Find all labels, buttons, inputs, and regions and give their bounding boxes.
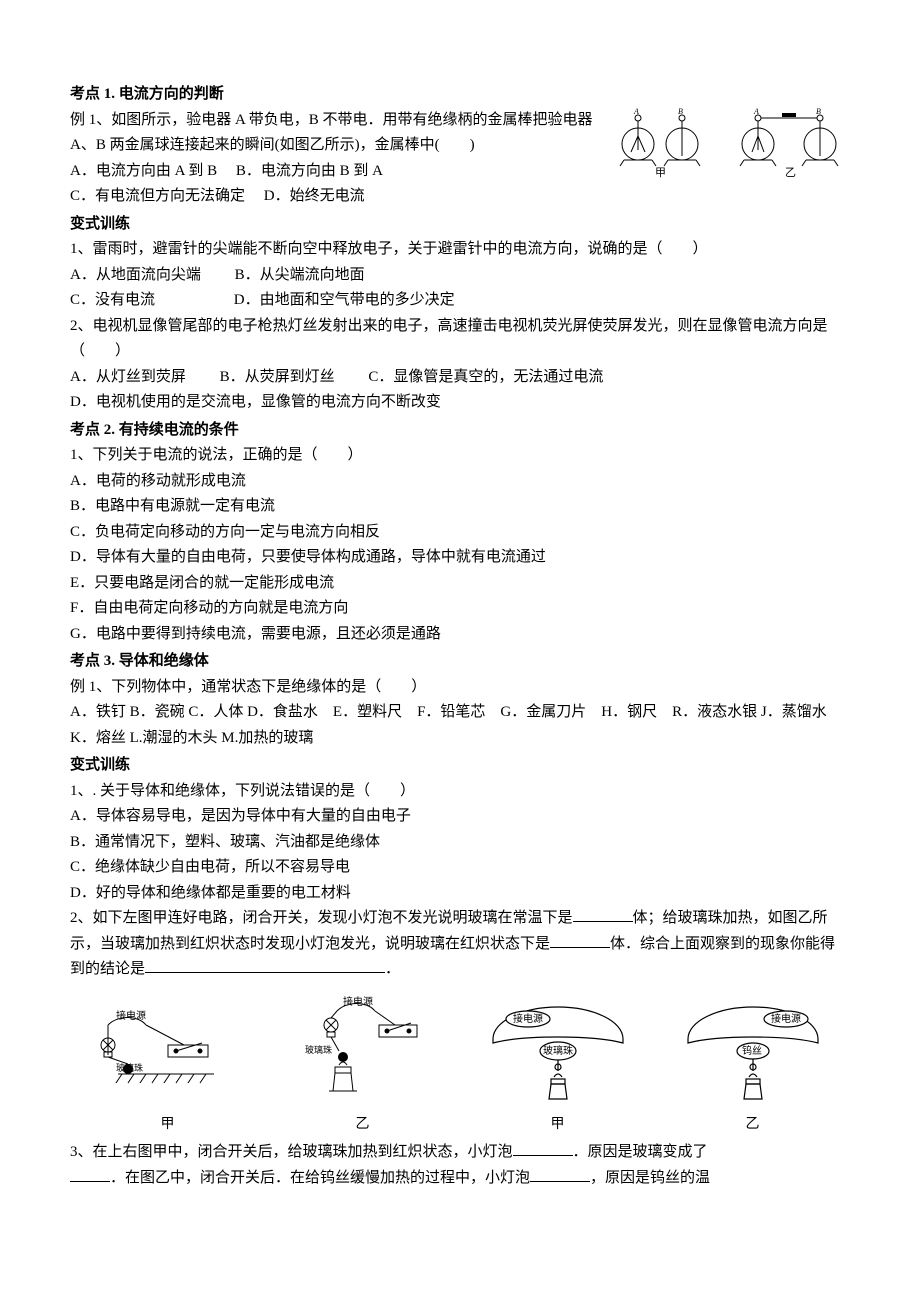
exp-label-jia-2: 甲 bbox=[460, 1113, 655, 1137]
exp-fig-jia-right: 接电源 玻璃珠 甲 bbox=[460, 991, 655, 1137]
p3-q1-optC: C．绝缘体缺少自由电荷，所以不容易导电 bbox=[70, 855, 850, 881]
p1-q1-stem: 1、雷雨时，避雷针的尖端能不断向空中释放电子，关于避雷针中的电流方向，说确的是（… bbox=[70, 237, 850, 263]
p3-q3-mid2: ．在图乙中，闭合开关后．在给钨丝缓慢加热的过程中，小灯泡 bbox=[110, 1170, 530, 1186]
p3-q3-pre: 3、在上右图甲中，闭合开关后，给玻璃珠加热到红炽状态，小灯泡 bbox=[70, 1144, 513, 1160]
blank-2[interactable] bbox=[550, 932, 610, 948]
blank-6[interactable] bbox=[530, 1166, 590, 1182]
p3-q1-stem: 1、. 关于导体和绝缘体，下列说法错误的是（ ） bbox=[70, 779, 850, 805]
p2-optA: A．电荷的移动就形成电流 bbox=[70, 469, 850, 495]
svg-text:A: A bbox=[633, 108, 639, 116]
p1-q1-row2: C．没有电流 D．由地面和空气带电的多少决定 bbox=[70, 288, 850, 314]
p1-q2-optC: C．显像管是真空的，无法通过电流 bbox=[368, 369, 603, 385]
p3-q2: 2、如下左图甲连好电路，闭合开关，发现小灯泡不发光说明玻璃在常温下是体；给玻璃珠… bbox=[70, 906, 850, 983]
p1-ex1-optD: D．始终无电流 bbox=[264, 188, 365, 204]
p2-optC: C．负电荷定向移动的方向一定与电流方向相反 bbox=[70, 520, 850, 546]
svg-text:玻璃珠: 玻璃珠 bbox=[543, 1044, 573, 1057]
exp-fig-jia-left: 接电源 bbox=[70, 1001, 265, 1137]
p2-q1-stem: 1、下列关于电流的说法，正确的是（ ） bbox=[70, 443, 850, 469]
p1-q2-optA: A．从灯丝到荧屏 bbox=[70, 369, 186, 385]
svg-text:接电源: 接电源 bbox=[771, 1012, 801, 1025]
p3-q1-optA: A．导体容易导电，是因为导体中有大量的自由电子 bbox=[70, 804, 850, 830]
p3-q3-mid3: ，原因是钨丝的温 bbox=[590, 1170, 710, 1186]
p3-var-heading: 变式训练 bbox=[70, 753, 850, 779]
blank-1[interactable] bbox=[573, 906, 633, 922]
exp-label-yi-1: 乙 bbox=[265, 1113, 460, 1137]
p1-ex1-optC: C．有电流但方向无法确定 bbox=[70, 188, 245, 204]
p3-ex1-stem: 例 1、下列物体中，通常状态下是绝缘体的是（ ） bbox=[70, 675, 850, 701]
p3-ex1-opts: A．铁钉 B．瓷碗 C．人体 D．食盐水 E．塑料尺 F．铅笔芯 G．金属刀片 … bbox=[70, 700, 850, 751]
section3-heading: 考点 3. 导体和绝缘体 bbox=[70, 649, 850, 675]
p1-ex1-optA: A．电流方向由 A 到 B bbox=[70, 163, 217, 179]
svg-text:钨丝: 钨丝 bbox=[742, 1044, 762, 1057]
p1-q2-optD: D．电视机使用的是交流电，显像管的电流方向不断改变 bbox=[70, 390, 850, 416]
p1-ex1-optB: B．电流方向由 B 到 A bbox=[236, 163, 383, 179]
diagram-label-jia: 甲 bbox=[655, 167, 666, 179]
p3-q1-optB: B．通常情况下，塑料、玻璃、汽油都是绝缘体 bbox=[70, 830, 850, 856]
svg-text:接电源: 接电源 bbox=[116, 1009, 146, 1022]
blank-5[interactable] bbox=[70, 1166, 110, 1182]
p3-q3-mid1: ．原因是玻璃变成了 bbox=[573, 1144, 708, 1160]
p2-optB: B．电路中有电源就一定有电流 bbox=[70, 494, 850, 520]
exp-fig-yi-left: 接电源 玻璃珠 bbox=[265, 991, 460, 1137]
p2-optE: E．只要电路是闭合的就一定能形成电流 bbox=[70, 571, 850, 597]
svg-text:B: B bbox=[678, 108, 683, 116]
p1-q1-optC: C．没有电流 bbox=[70, 292, 155, 308]
p3-q2-pre: 2、如下左图甲连好电路，闭合开关，发现小灯泡不发光说明玻璃在常温下是 bbox=[70, 910, 573, 926]
blank-4[interactable] bbox=[513, 1140, 573, 1156]
section2-heading: 考点 2. 有持续电流的条件 bbox=[70, 418, 850, 444]
diagram-label-yi: 乙 bbox=[785, 166, 796, 179]
p1-q1-optD: D．由地面和空气带电的多少决定 bbox=[234, 292, 455, 308]
p1-q1-optA: A．从地面流向尖端 bbox=[70, 267, 201, 283]
section1-heading: 考点 1. 电流方向的判断 bbox=[70, 82, 850, 108]
svg-text:A: A bbox=[753, 108, 759, 116]
p1-q2-stem: 2、电视机显像管尾部的电子枪热灯丝发射出来的电子，高速撞击电视机荧光屏使荧屏发光… bbox=[70, 314, 850, 365]
experiment-figures-row: 接电源 bbox=[70, 991, 850, 1137]
p2-optG: G．电路中要得到持续电流，需要电源，且还必须是通路 bbox=[70, 622, 850, 648]
p1-q1-row1: A．从地面流向尖端 B．从尖端流向地面 bbox=[70, 263, 850, 289]
svg-text:玻璃珠: 玻璃珠 bbox=[305, 1044, 332, 1055]
exp-label-jia-1: 甲 bbox=[70, 1113, 265, 1137]
svg-text:玻璃珠: 玻璃珠 bbox=[116, 1062, 143, 1073]
blank-3[interactable] bbox=[145, 957, 385, 973]
p1-q2-optB: B．从荧屏到灯丝 bbox=[220, 369, 335, 385]
p1-q2-row1: A．从灯丝到荧屏 B．从荧屏到灯丝 C．显像管是真空的，无法通过电流 bbox=[70, 365, 850, 391]
electroscope-diagram: A B 甲 A bbox=[610, 108, 850, 180]
p1-var-heading: 变式训练 bbox=[70, 212, 850, 238]
exp-label-yi-2: 乙 bbox=[655, 1113, 850, 1137]
p3-q3: 3、在上右图甲中，闭合开关后，给玻璃珠加热到红炽状态，小灯泡．原因是玻璃变成了 … bbox=[70, 1140, 850, 1191]
p2-optD: D．导体有大量的自由电荷，只要使导体构成通路，导体中就有电流通过 bbox=[70, 545, 850, 571]
p2-optF: F．自由电荷定向移动的方向就是电流方向 bbox=[70, 596, 850, 622]
svg-text:B: B bbox=[816, 108, 821, 116]
p1-ex1-optCD: C．有电流但方向无法确定 D．始终无电流 bbox=[70, 184, 850, 210]
svg-text:接电源: 接电源 bbox=[513, 1012, 543, 1025]
p3-q2-end: ． bbox=[385, 961, 400, 977]
exp-fig-yi-right: 接电源 钨丝 乙 bbox=[655, 991, 850, 1137]
p1-q1-optB: B．从尖端流向地面 bbox=[235, 267, 365, 283]
p3-q1-optD: D．好的导体和绝缘体都是重要的电工材料 bbox=[70, 881, 850, 907]
